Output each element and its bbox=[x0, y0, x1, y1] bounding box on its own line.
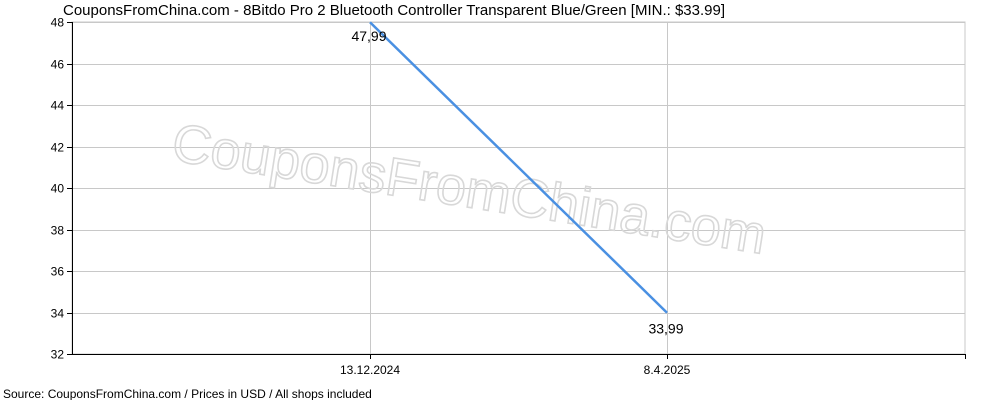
y-tick-label: 46 bbox=[51, 58, 65, 72]
price-line bbox=[369, 21, 668, 314]
labels-layer: 32 34 36 38 40 42 44 46 48 13.12.2024 8.4.2025 47,9… bbox=[51, 16, 691, 378]
x-tick-label: 8.4.2025 bbox=[644, 363, 691, 377]
y-tick-label: 34 bbox=[51, 307, 65, 321]
y-tick-label: 40 bbox=[51, 182, 65, 196]
y-tick-label: 44 bbox=[51, 99, 65, 113]
chart-footer: Source: CouponsFromChina.com / Prices in… bbox=[3, 387, 372, 400]
series-layer bbox=[369, 21, 668, 314]
y-tick-label: 32 bbox=[51, 348, 65, 362]
y-tick-label: 42 bbox=[51, 141, 65, 155]
y-tick-label: 36 bbox=[51, 265, 65, 279]
y-tick-label: 48 bbox=[51, 16, 65, 30]
x-tick-label: 13.12.2024 bbox=[340, 363, 400, 377]
data-label: 47,99 bbox=[351, 28, 386, 44]
watermark-text: CouponsFromChina.com bbox=[168, 113, 770, 266]
chart-title: CouponsFromChina.com - 8Bitdo Pro 2 Blue… bbox=[63, 2, 725, 19]
data-label: 33,99 bbox=[648, 321, 683, 337]
axes-layer bbox=[67, 22, 966, 359]
y-tick-label: 38 bbox=[51, 224, 65, 238]
